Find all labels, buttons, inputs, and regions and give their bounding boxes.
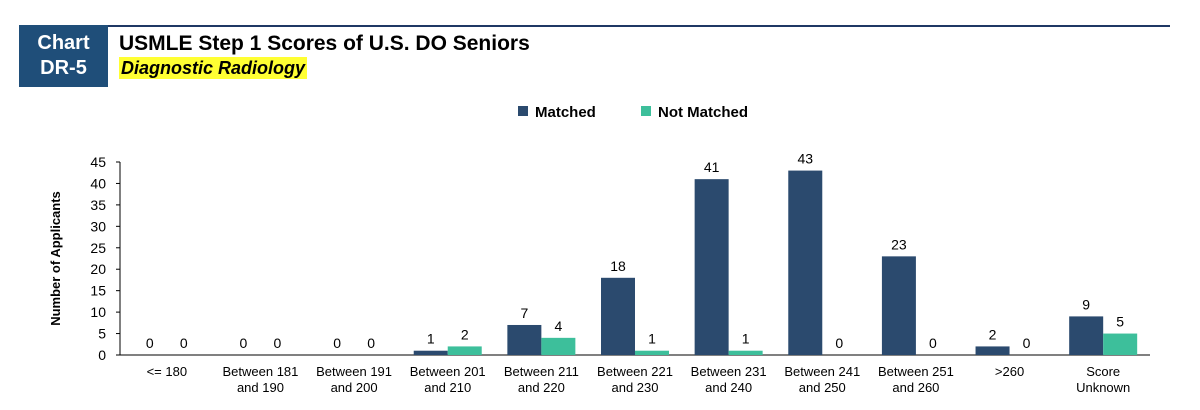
legend-label-matched: Matched (535, 104, 596, 121)
x-tick-label: Between 251 (878, 364, 954, 379)
y-tick-label: 30 (90, 218, 106, 234)
legend-swatch-matched (518, 106, 528, 116)
badge-line-2: DR-5 (40, 57, 87, 79)
legend-swatch-not-matched (641, 106, 651, 116)
y-tick-label: 0 (98, 347, 106, 363)
data-label-matched: 0 (333, 335, 341, 351)
x-tick-label: and 240 (705, 380, 752, 395)
y-tick-label: 20 (90, 261, 106, 277)
x-tick-label: and 220 (518, 380, 565, 395)
x-tick-label: Score (1086, 364, 1120, 379)
x-tick-label: Between 191 (316, 364, 392, 379)
data-label-matched: 23 (891, 236, 907, 252)
data-label-matched: 43 (797, 151, 813, 167)
x-tick-label: and 250 (799, 380, 846, 395)
data-label-not-matched: 0 (929, 335, 937, 351)
bar-not-matched (1103, 333, 1138, 355)
data-label-matched: 1 (427, 331, 435, 347)
bar-not-matched (541, 337, 576, 355)
data-label-not-matched: 0 (274, 335, 282, 351)
data-label-matched: 9 (1082, 296, 1090, 312)
legend-label-not-matched: Not Matched (658, 104, 748, 121)
x-tick-label: Between 231 (691, 364, 767, 379)
chart-subtitle: Diagnostic Radiology (119, 57, 308, 79)
x-tick-label: Between 181 (223, 364, 299, 379)
data-label-matched: 0 (146, 335, 154, 351)
data-label-matched: 41 (704, 159, 720, 175)
bar-matched (975, 346, 1010, 355)
y-tick-label: 15 (90, 283, 106, 299)
y-tick-label: 5 (98, 326, 106, 342)
badge-line-1: Chart (37, 32, 90, 54)
x-tick-label: Between 221 (597, 364, 673, 379)
y-tick-label: 40 (90, 175, 106, 191)
x-tick-label: and 190 (237, 380, 284, 395)
bar-not-matched (447, 346, 482, 355)
data-label-matched: 18 (610, 258, 626, 274)
x-tick-label: and 260 (892, 380, 939, 395)
bar-not-matched (635, 350, 669, 355)
x-tick-label: and 230 (612, 380, 659, 395)
bar-matched (694, 179, 729, 355)
data-label-not-matched: 1 (742, 331, 750, 347)
data-label-matched: 0 (240, 335, 248, 351)
data-label-not-matched: 0 (835, 335, 843, 351)
x-tick-label: >260 (995, 364, 1024, 379)
bar-matched (507, 324, 542, 355)
bar-matched (1069, 316, 1104, 355)
y-tick-label: 45 (90, 154, 106, 170)
chart-title: USMLE Step 1 Scores of U.S. DO Seniors (119, 32, 530, 55)
data-label-not-matched: 2 (461, 326, 469, 342)
data-label-not-matched: 0 (367, 335, 375, 351)
header-rule (108, 25, 1170, 27)
chart-badge: Chart DR-5 (19, 25, 108, 87)
x-tick-label: and 210 (424, 380, 471, 395)
x-tick-label: <= 180 (147, 364, 188, 379)
bar-matched (413, 350, 448, 355)
data-label-not-matched: 4 (554, 318, 562, 334)
data-label-matched: 2 (989, 326, 997, 342)
bar-matched (881, 256, 916, 355)
y-tick-label: 10 (90, 304, 106, 320)
data-label-not-matched: 1 (648, 331, 656, 347)
data-label-not-matched: 0 (1023, 335, 1031, 351)
x-tick-label: Between 241 (784, 364, 860, 379)
data-label-not-matched: 5 (1116, 314, 1124, 330)
bar-matched (788, 170, 823, 355)
x-tick-label: and 200 (331, 380, 378, 395)
y-tick-label: 35 (90, 197, 106, 213)
bar-not-matched (728, 350, 763, 355)
y-tick-label: 25 (90, 240, 106, 256)
x-tick-label: Between 211 (504, 364, 579, 379)
bar-matched (601, 277, 635, 355)
data-label-not-matched: 0 (180, 335, 188, 351)
x-tick-label: Unknown (1076, 380, 1130, 395)
y-axis-title: Number of Applicants (48, 191, 63, 326)
data-label-matched: 7 (520, 305, 528, 321)
x-tick-label: Between 201 (410, 364, 486, 379)
